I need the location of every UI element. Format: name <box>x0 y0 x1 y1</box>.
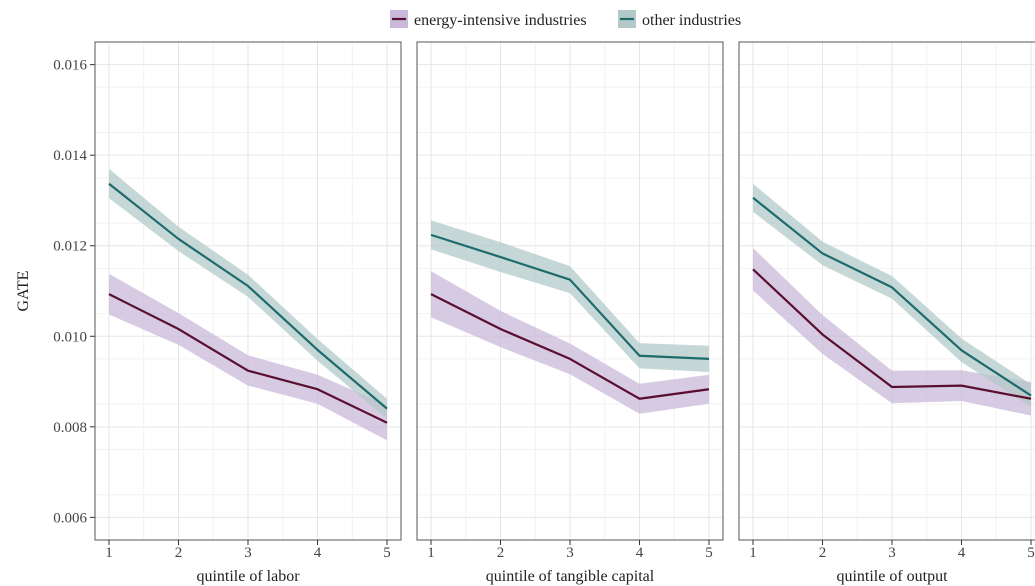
x-axis-title: quintile of labor <box>196 568 300 585</box>
x-axis-title: quintile of output <box>836 568 948 585</box>
x-tick-label: 2 <box>175 545 183 561</box>
x-tick-label: 4 <box>958 545 966 561</box>
confidence-band-other <box>431 220 709 373</box>
plot-area <box>430 220 710 414</box>
x-tick-label: 1 <box>749 545 757 561</box>
x-tick-label: 4 <box>314 545 322 561</box>
x-axis-title: quintile of tangible capital <box>486 568 655 585</box>
x-tick-label: 5 <box>1027 545 1035 561</box>
confidence-band-energy-intensive <box>431 271 709 414</box>
panel-1: 1 2 3 4 5 quintile of labor <box>94 41 402 585</box>
legend: energy-intensive industries other industr… <box>390 10 741 29</box>
x-tick-label: 2 <box>819 545 827 561</box>
y-tick-label: 0.016 <box>53 58 87 74</box>
plot-area <box>752 183 1032 416</box>
x-tick-label: 1 <box>105 545 113 561</box>
y-tick-label: 0.012 <box>53 239 87 255</box>
x-tick-label: 5 <box>383 545 391 561</box>
x-tick-label: 3 <box>566 545 574 561</box>
y-tick-label: 0.014 <box>53 148 87 164</box>
confidence-band-other <box>109 168 387 419</box>
x-tick-label: 2 <box>497 545 505 561</box>
legend-label-0: energy-intensive industries <box>414 12 587 29</box>
x-tick-label: 1 <box>427 545 435 561</box>
panel-3: 1 2 3 4 5 quintile of output <box>738 41 1035 585</box>
x-tick-label: 3 <box>244 545 252 561</box>
y-tick-label: 0.010 <box>53 329 87 345</box>
y-tick-label: 0.006 <box>53 510 87 526</box>
y-axis-title: GATE <box>15 271 32 312</box>
confidence-band-energy-intensive <box>753 247 1031 416</box>
x-tick-label: 4 <box>636 545 644 561</box>
confidence-band-energy-intensive <box>109 273 387 441</box>
panel-2: 1 2 3 4 5 quintile of tangible capital <box>416 41 724 585</box>
x-tick-label: 5 <box>705 545 713 561</box>
y-tick-label: 0.008 <box>53 420 87 436</box>
x-tick-label: 3 <box>888 545 896 561</box>
plot-area <box>108 168 388 441</box>
legend-label-1: other industries <box>642 12 741 29</box>
